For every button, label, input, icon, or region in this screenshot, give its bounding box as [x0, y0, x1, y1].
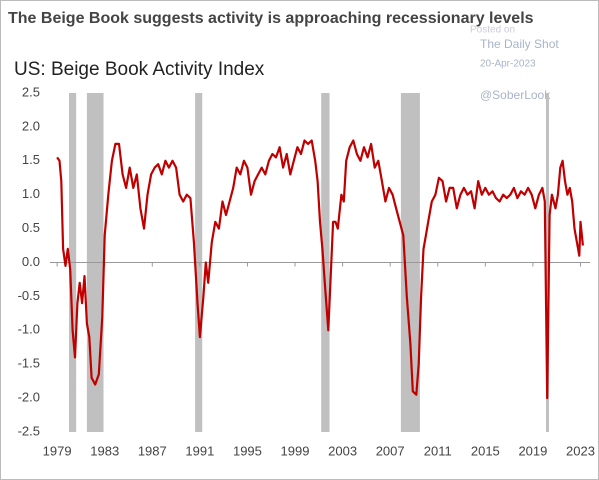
- x-tick-label: 1995: [233, 443, 262, 458]
- y-tick-label: 1.5: [22, 152, 40, 167]
- watermark: The Daily Shot: [480, 37, 559, 51]
- y-tick-label: 0.5: [22, 220, 40, 235]
- y-tick-label: 2.5: [22, 84, 40, 99]
- watermark: Posted on: [470, 25, 515, 36]
- x-tick-label: 1991: [185, 443, 214, 458]
- index-line: [56, 139, 584, 400]
- x-tick-label: 2011: [424, 443, 452, 458]
- x-tick-label: 1983: [90, 443, 119, 458]
- y-tick-label: -1.5: [18, 356, 40, 371]
- x-tick-label: 2015: [471, 443, 500, 458]
- x-tick-label: 1999: [281, 443, 310, 458]
- chart-subtitle: US: Beige Book Activity Index: [14, 59, 265, 80]
- x-tick-label: 2019: [518, 443, 547, 458]
- x-tick-label: 2023: [566, 443, 595, 458]
- y-tick-label: 1.0: [22, 186, 40, 201]
- plot-area: 2.52.01.51.00.50.0-0.5-1.0-1.5-2.0-2.519…: [18, 84, 595, 458]
- x-tick-label: 2003: [328, 443, 357, 458]
- y-tick-label: -1.0: [18, 322, 40, 337]
- chart-title: The Beige Book suggests activity is appr…: [8, 10, 534, 27]
- x-tick-label: 2007: [376, 443, 405, 458]
- y-tick-label: -2.5: [18, 423, 40, 438]
- x-tick-label: 1987: [138, 443, 167, 458]
- y-tick-label: -0.5: [18, 288, 40, 303]
- x-tick-label: 1979: [43, 443, 72, 458]
- watermark: 20-Apr-2023: [480, 59, 536, 70]
- y-tick-label: -2.0: [18, 390, 40, 405]
- y-tick-label: 0.0: [22, 254, 40, 269]
- watermark: @SoberLook: [480, 88, 551, 102]
- y-tick-label: 2.0: [22, 118, 40, 133]
